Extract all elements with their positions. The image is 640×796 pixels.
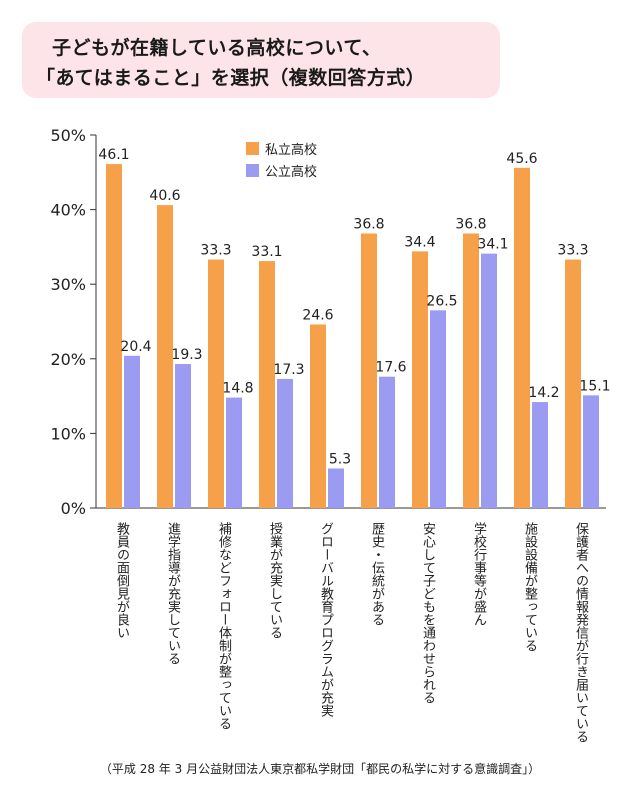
bar-public	[379, 376, 395, 508]
legend-swatch-public	[246, 164, 259, 177]
category-label: 教員の面倒見が良い	[114, 521, 130, 639]
bar-private	[208, 259, 224, 508]
value-label: 5.3	[329, 451, 351, 467]
bar-public	[277, 378, 293, 508]
y-tick-label: 50%	[50, 126, 86, 145]
category-label: 進学指導が充実している	[165, 522, 181, 665]
bar-public	[532, 402, 548, 508]
chart-title-line-2: 「あてはまること」を選択（複数回答方式）	[36, 67, 426, 89]
legend-swatch-private	[246, 142, 259, 155]
category-label: 施設設備が整っている	[522, 522, 538, 652]
bar-public	[430, 310, 446, 508]
value-label: 17.6	[375, 360, 406, 376]
bar-private	[565, 259, 581, 508]
value-label: 20.4	[120, 339, 151, 355]
y-tick-label: 30%	[50, 275, 86, 294]
title-box: 子どもが在籍している高校について、 「あてはまること」を選択（複数回答方式）	[22, 22, 500, 98]
y-tick-label: 20%	[50, 350, 86, 369]
value-label: 33.3	[557, 243, 588, 259]
bar-private	[106, 164, 122, 508]
value-label: 14.2	[528, 385, 559, 401]
y-tick-label: 40%	[50, 201, 86, 220]
value-label: 19.3	[171, 347, 202, 363]
bar-public	[481, 253, 497, 508]
bar-public	[175, 364, 191, 508]
value-label: 45.6	[506, 151, 537, 167]
legend-label: 私立高校	[265, 142, 317, 158]
value-label: 14.8	[222, 381, 253, 397]
value-label: 46.1	[98, 147, 129, 163]
category-label: 歴史・伝統がある	[369, 522, 385, 626]
value-label: 33.1	[251, 244, 282, 260]
chart-title-line-1: 子どもが在籍している高校について、	[52, 37, 382, 59]
bar-private	[310, 324, 326, 508]
legend-label: 公立高校	[265, 164, 317, 180]
category-label: 保護者への情報発信が行き届いている	[573, 522, 589, 743]
bar-public	[583, 395, 599, 508]
bar-private	[361, 233, 377, 509]
category-label: グローバル教育プログラムが充実	[318, 522, 334, 717]
value-label: 26.5	[426, 293, 457, 309]
value-label: 33.3	[200, 243, 231, 259]
bar-private	[412, 251, 428, 508]
source-note: （平成 28 年 3 月公益財団法人東京都私学財団「都民の私学に対する意識調査」…	[99, 762, 541, 776]
y-tick-label: 10%	[50, 424, 86, 443]
value-label: 40.6	[149, 188, 180, 204]
value-label: 17.3	[273, 362, 304, 378]
category-label: 授業が充実している	[267, 522, 283, 639]
bar-chart: 0% 10% 20% 30% 40% 50% 46.1 40.6 33.3 33.1 24.6 36.…	[50, 126, 610, 743]
value-label: 24.6	[302, 307, 333, 323]
value-label: 36.8	[353, 216, 384, 232]
bar-public	[226, 397, 242, 508]
bar-public	[124, 355, 140, 508]
bar-private	[259, 261, 275, 508]
bar-private	[463, 233, 479, 509]
y-tick-label: 0%	[61, 499, 86, 518]
category-label: 安心して子どもを通わせられる	[420, 522, 436, 704]
value-label: 15.1	[579, 378, 610, 394]
value-label: 34.4	[404, 234, 435, 250]
value-label: 34.1	[477, 237, 508, 253]
bar-private	[514, 167, 530, 508]
category-label: 補修などフォロー体制が整っている	[216, 522, 232, 730]
bar-public	[328, 468, 344, 508]
bar-private	[157, 205, 173, 508]
category-label: 学校行事等が盛ん	[471, 521, 487, 626]
value-label: 36.8	[455, 216, 486, 232]
